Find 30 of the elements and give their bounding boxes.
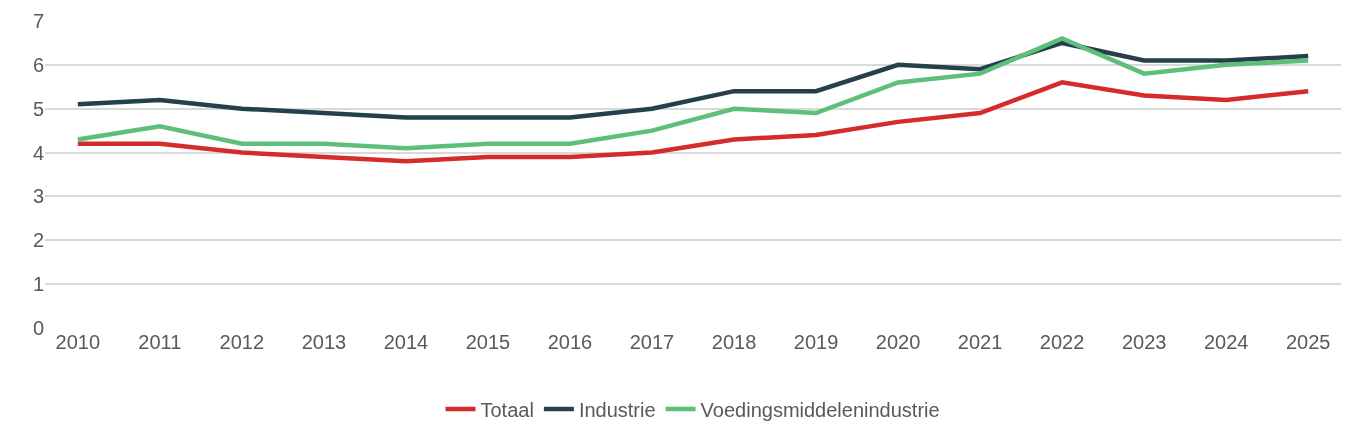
line-series	[75, 40, 1311, 120]
legend-label: Voedingsmiddelenindustrie	[700, 398, 940, 421]
y-tick-label: 1	[32, 273, 44, 296]
x-tick-label: 2017	[629, 331, 675, 353]
x-tick-label: 2025	[1285, 331, 1331, 353]
x-tick-label: 2019	[793, 331, 839, 353]
line-series	[75, 36, 1311, 151]
x-tick-label: 2012	[219, 331, 265, 353]
x-tick-label: 2013	[301, 331, 347, 353]
x-tick-label: 2020	[875, 331, 921, 353]
y-tick-label: 7	[32, 10, 44, 32]
x-tick-label: 2018	[711, 331, 757, 353]
x-tick-label: 2024	[1203, 331, 1249, 353]
x-tick-label: 2010	[55, 331, 101, 353]
y-tick-label: 0	[32, 317, 44, 339]
y-tick-label: 4	[32, 141, 44, 164]
y-tick-label: 3	[32, 185, 44, 208]
x-tick-label: 2022	[1039, 331, 1085, 353]
x-tick-label: 2015	[465, 331, 511, 353]
x-tick-label: 2014	[383, 331, 429, 353]
x-tick-label: 2023	[1121, 331, 1167, 353]
y-tick-label: 2	[32, 229, 44, 252]
y-tick-label: 6	[32, 53, 44, 76]
x-tick-label: 2016	[547, 331, 593, 353]
x-tick-label: 2011	[138, 331, 182, 353]
legend-label: Industrie	[578, 398, 656, 421]
x-tick-label: 2021	[957, 331, 1003, 353]
line-series	[75, 80, 1311, 164]
legend-label: Totaal	[480, 398, 534, 421]
y-tick-label: 5	[32, 97, 44, 120]
